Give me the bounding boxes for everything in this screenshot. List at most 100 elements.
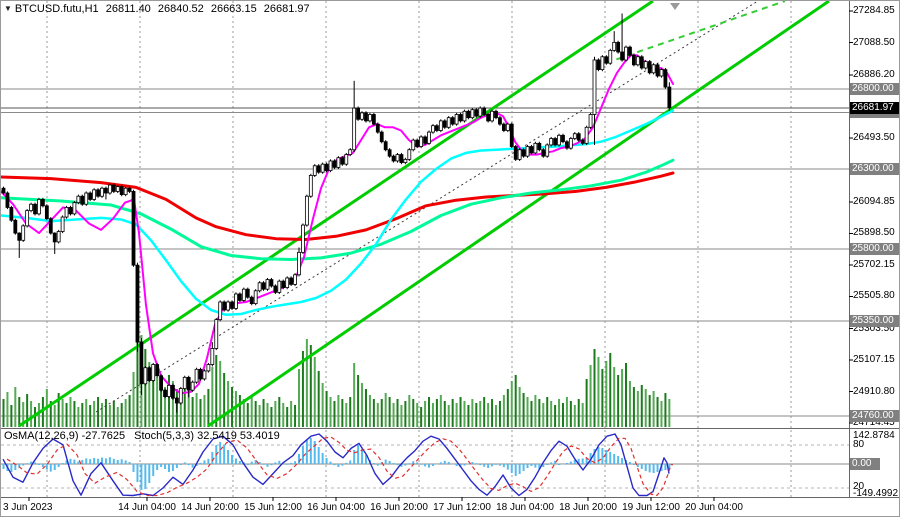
- osma-histogram-bar: [85, 458, 88, 464]
- trendline-solid[interactable]: [207, 1, 830, 428]
- osma-histogram-bar: [274, 462, 277, 464]
- osma-histogram-bar: [294, 461, 297, 464]
- candle-body: [1, 187, 6, 194]
- volume-bar: [120, 403, 123, 427]
- candle-body: [383, 141, 388, 151]
- osma-histogram-bar: [290, 462, 293, 464]
- volume-bar: [262, 399, 265, 427]
- osma-histogram-bar: [231, 455, 234, 464]
- stoch-signal-line: [6, 436, 673, 497]
- volume-bar: [542, 403, 545, 427]
- candle-body: [505, 123, 510, 131]
- trendline-dashed-green[interactable]: [605, 1, 786, 64]
- osma-histogram-bar: [152, 464, 155, 476]
- osma-histogram-bar: [546, 464, 549, 465]
- candle-body: [576, 133, 581, 141]
- volume-bar: [597, 357, 600, 427]
- osma-histogram-bar: [538, 464, 541, 470]
- volume-bar: [502, 395, 505, 427]
- volume-bar: [451, 399, 454, 427]
- volume-bar: [207, 389, 210, 427]
- candle-body: [328, 160, 333, 171]
- volume-bar: [234, 391, 237, 427]
- candle-body: [68, 207, 73, 215]
- osma-histogram-bar: [93, 458, 96, 464]
- price-axis-label: 25303.50: [853, 322, 895, 334]
- volume-bar: [85, 399, 88, 427]
- osma-histogram-bar: [329, 461, 332, 464]
- price-axis-label: 25898.50: [853, 227, 895, 239]
- osma-histogram-bar: [613, 454, 616, 464]
- price-axis-label: 25107.15: [853, 354, 895, 366]
- osma-histogram-bar: [471, 462, 474, 464]
- osma-histogram-bar: [506, 464, 509, 470]
- osma-histogram-bar: [416, 462, 419, 464]
- volume-bar: [561, 403, 564, 427]
- volume-bar: [49, 401, 52, 427]
- candle-body: [245, 288, 250, 298]
- candle-body: [651, 64, 656, 74]
- volume-bar: [329, 397, 332, 427]
- volume-bar: [526, 397, 529, 427]
- volume-bar: [179, 393, 182, 427]
- candle-body: [151, 364, 156, 381]
- volume-bar: [656, 397, 659, 427]
- symbol-dropdown-icon[interactable]: ▼: [4, 4, 12, 13]
- osma-histogram-bar: [234, 458, 237, 464]
- osma-histogram-bar: [333, 464, 336, 466]
- volume-bar: [388, 397, 391, 427]
- candle-body: [80, 195, 85, 205]
- volume-bar: [459, 397, 462, 427]
- ma-long-red: [1, 171, 675, 241]
- candle-body: [104, 187, 108, 194]
- osma-histogram-bar: [34, 462, 37, 464]
- osma-histogram-bar: [266, 464, 269, 467]
- time-axis-label: 14 Jun 20:00: [181, 502, 239, 513]
- candle-body: [588, 114, 593, 128]
- osma-histogram-bar: [605, 450, 608, 464]
- volume-bar: [392, 403, 395, 427]
- volume-bar: [581, 403, 584, 427]
- candle-body: [568, 138, 573, 149]
- volume-bar: [2, 399, 5, 427]
- candle-body: [482, 107, 487, 115]
- volume-bar: [160, 383, 163, 427]
- candle-body: [632, 54, 636, 66]
- candle-body: [107, 184, 112, 194]
- candle-body: [478, 107, 483, 117]
- volume-bar: [14, 387, 17, 427]
- candle-body: [446, 117, 451, 128]
- volume-bar: [364, 389, 367, 427]
- price-level-tag: 24760.00: [850, 409, 899, 422]
- volume-bar: [22, 402, 25, 427]
- osma-zero-tag: 0.00: [850, 458, 880, 470]
- osma-histogram-bar: [301, 446, 304, 464]
- candle-body: [76, 195, 81, 204]
- osma-histogram-bar: [2, 464, 5, 469]
- osma-histogram-bar: [648, 464, 651, 473]
- candle-body: [470, 109, 475, 119]
- osma-histogram-bar: [345, 462, 348, 464]
- candle-body: [336, 157, 341, 168]
- osma-histogram-bar: [400, 464, 403, 467]
- candle-body: [301, 224, 305, 253]
- volume-bar: [573, 405, 576, 427]
- candle-body: [163, 389, 167, 397]
- volume-bar: [223, 373, 226, 427]
- candle-body: [360, 112, 364, 120]
- volume-bar: [439, 395, 442, 427]
- candle-body: [269, 279, 274, 287]
- candle-body: [92, 189, 97, 200]
- volume-bar: [199, 399, 202, 427]
- candle-body: [304, 195, 309, 226]
- candle-body: [119, 186, 124, 196]
- volume-bar: [554, 405, 557, 427]
- trendline-solid[interactable]: [18, 1, 654, 428]
- price-level-tag: 25800.00: [850, 243, 899, 256]
- candle-body: [52, 232, 57, 243]
- candle-body: [639, 56, 644, 69]
- volume-bar: [538, 399, 541, 427]
- candle-body: [379, 131, 384, 143]
- osma-histogram-bar: [408, 463, 411, 464]
